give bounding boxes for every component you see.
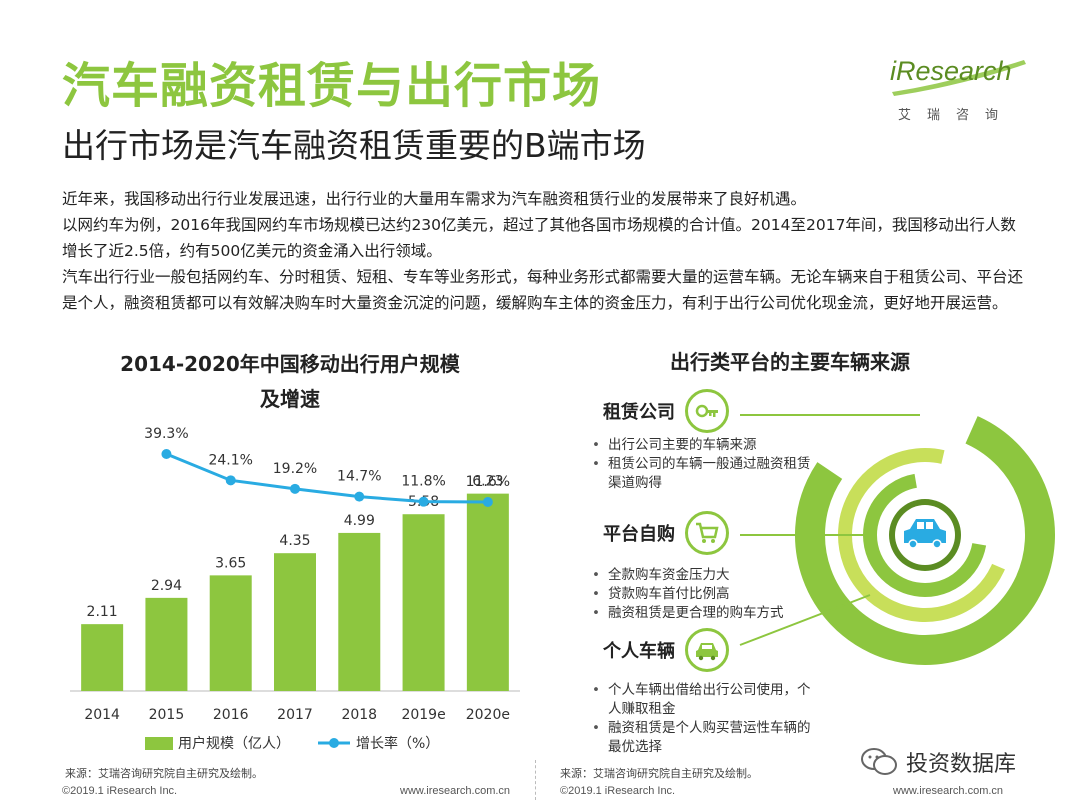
x-tick-2018: 2018: [341, 707, 377, 723]
x-tick-2019e: 2019e: [401, 707, 445, 723]
rate-point-2017: [290, 483, 300, 494]
bar-2018: [338, 532, 381, 691]
rate-label-2018: 14.7%: [337, 469, 381, 485]
key-icon: [685, 389, 729, 433]
iresearch-logo: iResearch 艾瑞咨询: [890, 56, 1030, 126]
rate-label-2017: 19.2%: [273, 461, 317, 477]
bar-2020e: [466, 493, 509, 691]
bar-2019e: [402, 514, 445, 691]
x-tick-2016: 2016: [213, 707, 249, 723]
rate-point-2018: [354, 491, 365, 502]
outer-ring: [795, 405, 1055, 665]
list-item: 融资租赁是个人购买营运性车辆的最优选择: [590, 719, 820, 757]
intro-paragraph-2: 以网约车为例，2016年我国网约车市场规模已达约230亿美元，超过了其他各国市场…: [62, 216, 1016, 260]
bar-label-2014: 2.11: [87, 604, 118, 620]
bar-label-2017: 4.35: [279, 533, 310, 549]
source-leasing-bullets: 出行公司主要的车辆来源 租赁公司的车辆一般通过融资租赁渠道购得: [590, 436, 820, 493]
intro-paragraph-3: 汽车出行行业一般包括网约车、分时租赁、短租、专车等业务形式，每种业务形式都需要大…: [62, 268, 1024, 312]
bar-label-2016: 3.65: [215, 555, 246, 571]
watermark-text: 投资数据库: [906, 752, 1017, 777]
logo-brand: iResearch: [890, 56, 1012, 86]
source-personal-label: 个人车辆: [603, 641, 675, 662]
source-leasing: 租赁公司: [603, 389, 729, 433]
x-tick-2015: 2015: [149, 707, 185, 723]
source-note-left: 来源：艾瑞咨询研究院自主研究及绘制。: [65, 767, 263, 780]
list-item: 全款购车资金压力大: [590, 566, 820, 585]
rate-label-2016: 24.1%: [208, 452, 252, 468]
source-platform-label: 平台自购: [603, 524, 675, 545]
center-car-icon: [904, 519, 946, 549]
right-section-title: 出行类平台的主要车辆来源: [670, 350, 910, 374]
middle-ring: [838, 448, 1012, 622]
wechat-watermark: 投资数据库: [860, 746, 1016, 778]
bar-label-2020e: 6.23: [472, 474, 503, 490]
car-icon: [685, 628, 729, 672]
inner-ring: [863, 473, 987, 597]
rate-point-2016: [225, 475, 236, 486]
source-note-right: 来源：艾瑞咨询研究院自主研究及绘制。: [560, 767, 758, 780]
bar-2016: [209, 575, 252, 691]
list-item: 融资租赁是更合理的购车方式: [590, 604, 820, 623]
url-right: www.iresearch.com.cn: [893, 785, 1004, 797]
cart-icon: [685, 511, 729, 555]
bar-2015: [145, 597, 188, 691]
x-tick-2017: 2017: [277, 707, 313, 723]
logo-cn: 艾瑞咨询: [898, 108, 1015, 123]
rate-label-2015: 39.3%: [144, 426, 188, 442]
rate-label-2020e: 11.6%: [466, 474, 510, 490]
list-item: 个人车辆出借给出行公司使用，个人赚取租金: [590, 681, 820, 719]
copyright-right: ©2019.1 iResearch Inc.: [560, 785, 676, 797]
wechat-icon: [861, 748, 897, 775]
source-diagram: [739, 405, 1055, 665]
growth-rate-line: [165, 452, 488, 504]
page-subtitle: 出行市场是汽车融资租赁重要的B端市场: [62, 126, 646, 165]
intro-text: 近年来，我国移动出行行业发展迅速，出行行业的大量用车需求为汽车融资租赁行业的发展…: [62, 186, 1027, 316]
legend-swatch-users: [145, 737, 173, 750]
rate-point-2020e: [482, 497, 493, 507]
user-scale-chart: 2.11 2014 2.94 2015 3.65 2016 4.35 2017 4.99 2018…: [70, 426, 520, 752]
rate-point-2019e: [418, 496, 429, 507]
source-personal: 个人车辆: [603, 628, 729, 672]
intro-paragraph-1: 近年来，我国移动出行行业发展迅速，出行行业的大量用车需求为汽车融资租赁行业的发展…: [62, 190, 807, 208]
url-left: www.iresearch.com.cn: [400, 785, 511, 797]
footer-divider: [535, 760, 536, 800]
chart-title-line2: 及增速: [260, 387, 320, 411]
source-personal-bullets: 个人车辆出借给出行公司使用，个人赚取租金 融资租赁是个人购买营运性车辆的最优选择: [590, 681, 820, 757]
x-tick-2014: 2014: [84, 707, 120, 723]
legend-label-users: 用户规模（亿人）: [178, 735, 290, 752]
rate-point-2015: [161, 449, 172, 459]
legend-label-rate: 增长率（%）: [356, 735, 439, 752]
bar-label-2018: 4.99: [344, 513, 375, 529]
list-item: 出行公司主要的车辆来源: [590, 436, 820, 455]
page-title: 汽车融资租赁与出行市场: [62, 58, 602, 114]
list-item: 租赁公司的车辆一般通过融资租赁渠道购得: [590, 455, 820, 493]
x-tick-2020e: 2020e: [466, 707, 510, 723]
rate-label-2019e: 11.8%: [401, 474, 445, 490]
list-item: 贷款购车首付比例高: [590, 585, 820, 604]
bar-2017: [274, 553, 316, 691]
source-platform-bullets: 全款购车资金压力大 贷款购车首付比例高 融资租赁是更合理的购车方式: [590, 566, 820, 623]
source-platform: 平台自购: [603, 511, 729, 555]
logo-swoosh-icon: [892, 60, 1026, 96]
legend-dot-rate: [329, 738, 339, 748]
bar-label-2015: 2.94: [151, 578, 182, 594]
chart-title-line1: 2014-2020年中国移动出行用户规模: [120, 352, 460, 376]
bar-2014: [81, 624, 124, 691]
copyright-left: ©2019.1 iResearch Inc.: [62, 785, 178, 797]
source-leasing-label: 租赁公司: [603, 402, 675, 423]
